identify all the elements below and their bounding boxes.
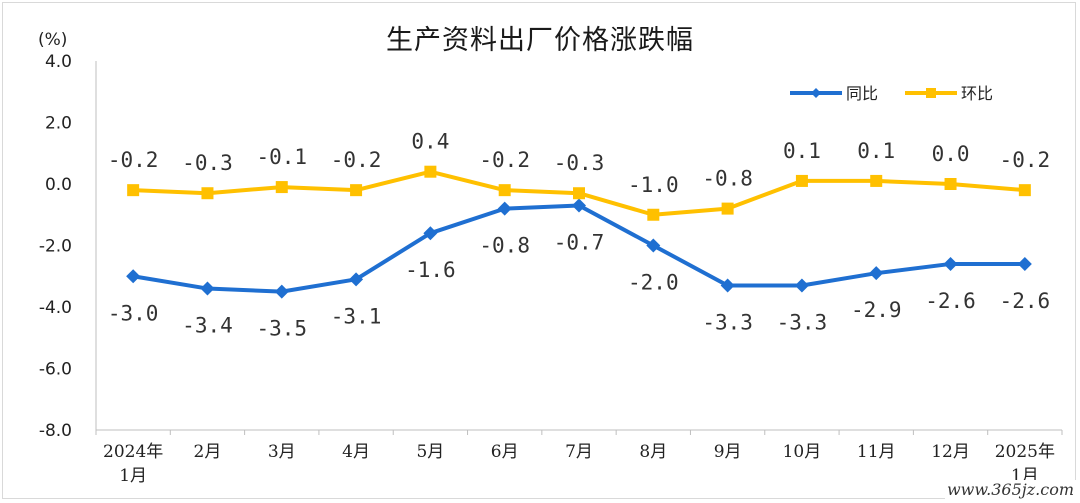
x-category-label: 2月 bbox=[194, 442, 222, 462]
y-tick-label: 4.0 bbox=[45, 52, 72, 72]
data-label: -3.1 bbox=[331, 304, 382, 328]
data-label: -3.4 bbox=[182, 314, 233, 338]
data-point bbox=[943, 256, 958, 271]
legend-label: 环比 bbox=[961, 84, 993, 103]
data-label: -3.5 bbox=[256, 317, 307, 341]
data-label: 0.1 bbox=[857, 139, 895, 163]
x-category-label: 8月 bbox=[639, 442, 667, 462]
data-point bbox=[423, 226, 438, 241]
x-category-label: 4月 bbox=[342, 442, 370, 462]
x-category-label: 2025年 bbox=[995, 442, 1055, 462]
x-category-label: 10月 bbox=[783, 442, 822, 462]
data-point bbox=[497, 201, 512, 216]
data-label: -1.0 bbox=[628, 173, 679, 197]
x-category-label: 7月 bbox=[565, 442, 593, 462]
x-category-label: 12月 bbox=[931, 442, 970, 462]
data-point bbox=[870, 174, 883, 187]
data-label: 0.0 bbox=[932, 142, 970, 166]
data-point bbox=[869, 266, 884, 281]
y-tick-label: 0.0 bbox=[45, 175, 72, 195]
data-label: -0.8 bbox=[702, 167, 753, 191]
data-point bbox=[274, 284, 289, 299]
data-point bbox=[573, 187, 585, 200]
data-label: -3.3 bbox=[777, 310, 828, 334]
data-point bbox=[647, 208, 660, 221]
y-tick-label: -2.0 bbox=[39, 237, 72, 257]
data-label: -3.3 bbox=[702, 310, 753, 334]
x-category-label: 11月 bbox=[857, 442, 896, 462]
data-label: -0.8 bbox=[479, 234, 530, 258]
chart-title: 生产资料出厂价格涨跌幅 bbox=[386, 25, 694, 56]
data-point bbox=[795, 174, 808, 187]
data-label: -1.6 bbox=[405, 258, 456, 282]
x-category-label: 1月 bbox=[119, 466, 147, 486]
data-point bbox=[200, 281, 215, 296]
x-category-label: 9月 bbox=[714, 442, 742, 462]
data-label: -0.3 bbox=[182, 151, 233, 175]
data-point bbox=[127, 184, 140, 197]
watermark: www.365jz.com bbox=[944, 480, 1076, 499]
data-label: -0.2 bbox=[1000, 148, 1051, 172]
data-point bbox=[646, 238, 661, 253]
x-category-label: 2024年 bbox=[103, 442, 163, 462]
data-label: 0.1 bbox=[783, 139, 821, 163]
y-tick-label: -8.0 bbox=[39, 421, 72, 441]
x-category-label: 5月 bbox=[416, 442, 444, 462]
data-point bbox=[350, 184, 363, 197]
y-tick-label: -4.0 bbox=[39, 298, 72, 318]
data-label: -0.7 bbox=[554, 231, 605, 255]
x-category-label: 3月 bbox=[268, 442, 296, 462]
y-axis-unit-label: (%) bbox=[38, 30, 68, 50]
data-label: -0.2 bbox=[331, 148, 382, 172]
data-label: -0.2 bbox=[479, 148, 530, 172]
data-point bbox=[126, 269, 141, 284]
data-label: -3.0 bbox=[108, 301, 159, 325]
data-label: -2.9 bbox=[851, 298, 902, 322]
data-point bbox=[794, 278, 809, 293]
legend-label: 同比 bbox=[846, 84, 878, 103]
data-point bbox=[721, 202, 734, 215]
data-label: -2.0 bbox=[628, 271, 679, 295]
data-point bbox=[201, 187, 214, 200]
data-label: 0.4 bbox=[411, 130, 449, 154]
data-label: -2.6 bbox=[925, 289, 976, 313]
data-label: -0.1 bbox=[256, 145, 307, 169]
data-point bbox=[1018, 184, 1031, 197]
y-tick-label: 2.0 bbox=[45, 114, 72, 134]
data-point bbox=[424, 165, 437, 178]
data-point bbox=[720, 278, 735, 293]
legend-marker bbox=[926, 88, 936, 98]
data-point bbox=[275, 181, 288, 194]
data-label: -0.3 bbox=[554, 151, 605, 175]
y-tick-label: -6.0 bbox=[39, 360, 72, 380]
x-category-label: 6月 bbox=[491, 442, 519, 462]
data-point bbox=[349, 272, 364, 287]
data-label: -2.6 bbox=[1000, 289, 1051, 313]
data-point bbox=[944, 178, 957, 190]
legend-marker bbox=[811, 88, 821, 98]
data-point bbox=[572, 198, 586, 213]
data-label: -0.2 bbox=[108, 148, 159, 172]
data-point bbox=[1017, 256, 1032, 271]
data-point bbox=[498, 184, 511, 197]
